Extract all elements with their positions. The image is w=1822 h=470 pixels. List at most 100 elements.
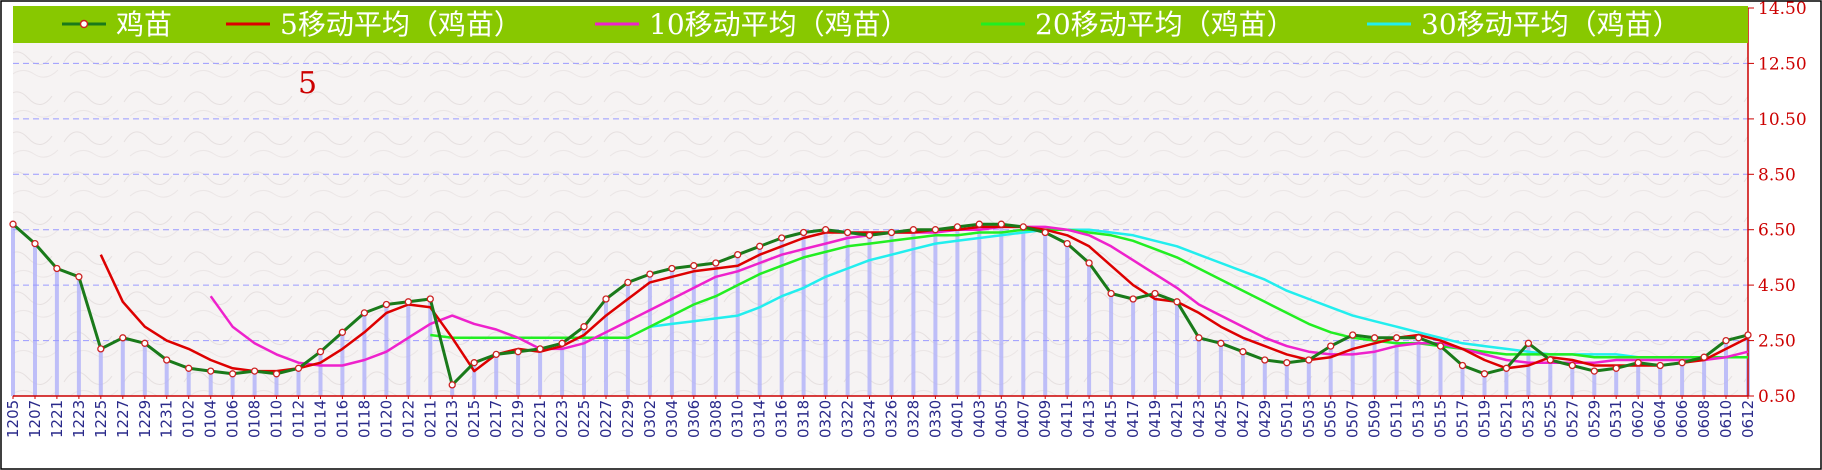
value-bar (713, 263, 718, 396)
value-bar (1548, 360, 1553, 396)
data-point (470, 359, 478, 367)
x-tick-label: 0411 (1058, 400, 1076, 438)
value-bar (450, 384, 455, 396)
data-point (756, 242, 764, 250)
value-bar (560, 343, 565, 396)
data-point (360, 309, 369, 317)
data-point (1678, 359, 1686, 367)
value-bar (296, 368, 301, 396)
x-tick-label: 0320 (817, 400, 835, 438)
value-bar (1570, 365, 1575, 396)
data-point (865, 231, 874, 239)
value-bar (801, 232, 806, 396)
x-tick-label: 0102 (180, 400, 198, 438)
data-point (1546, 356, 1554, 364)
data-point (1195, 334, 1203, 342)
x-tick-label: 0602 (1629, 400, 1647, 438)
data-point (1327, 342, 1335, 350)
y-tick-label: 0.50 (1758, 387, 1796, 407)
data-point (624, 278, 632, 287)
data-point (514, 348, 522, 356)
x-tick-label: 0326 (883, 400, 901, 438)
data-point (9, 220, 17, 228)
data-point (185, 364, 193, 372)
value-bar (1724, 340, 1728, 396)
data-point (426, 295, 434, 303)
value-bar (1306, 360, 1311, 396)
value-bar (1658, 365, 1663, 396)
data-point (1722, 336, 1730, 345)
data-point (1019, 223, 1027, 231)
legend-label: 鸡苗 (116, 8, 172, 41)
value-bar (1460, 365, 1465, 396)
value-bar (142, 343, 147, 396)
data-point (1173, 298, 1181, 306)
value-bar (494, 354, 499, 396)
x-tick-label: 0318 (795, 400, 813, 438)
data-point (1151, 289, 1159, 298)
x-tick-label: 0221 (531, 400, 549, 438)
data-point (141, 339, 149, 347)
value-bar (1636, 362, 1641, 396)
x-tick-label: 0517 (1454, 400, 1472, 438)
value-bar (340, 332, 345, 396)
x-tick-label: 0507 (1344, 400, 1362, 438)
data-point (1261, 356, 1269, 364)
x-tick-label: 0509 (1366, 400, 1384, 438)
y-tick-label: 12.50 (1758, 54, 1807, 74)
value-bar (1504, 368, 1509, 396)
value-bar (1416, 337, 1421, 396)
value-bar (845, 232, 850, 396)
data-point (1283, 359, 1291, 367)
legend-marker (79, 19, 89, 29)
data-point (1458, 361, 1467, 370)
value-bar (1240, 351, 1245, 396)
data-point (97, 345, 105, 353)
x-tick-label: 0227 (597, 400, 615, 438)
x-tick-label: 0403 (970, 400, 988, 438)
value-bar (779, 238, 784, 396)
value-bar (406, 301, 411, 396)
value-bar (1526, 343, 1531, 396)
value-bar (999, 224, 1004, 396)
value-bar (76, 276, 81, 396)
x-tick-label: 0306 (685, 400, 703, 438)
x-tick-label: 1227 (114, 400, 132, 438)
value-bar (1196, 337, 1201, 396)
series-line (209, 225, 1749, 367)
x-tick-label: 0606 (1673, 400, 1691, 438)
value-bar (1614, 368, 1619, 396)
x-tick-label: 0324 (861, 400, 879, 438)
x-tick-label: 0523 (1519, 400, 1537, 438)
x-tick-label: 0610 (1717, 400, 1735, 438)
value-bar (186, 368, 191, 396)
value-bar (1350, 335, 1355, 396)
x-tick-label: 0322 (839, 400, 857, 438)
x-tick-label: 0122 (399, 400, 417, 438)
x-tick-label: 0316 (773, 400, 791, 438)
value-bar (977, 224, 982, 396)
y-tick-label: 10.50 (1758, 110, 1807, 130)
legend: 鸡苗 5移动平均（鸡苗） 10移动平均（鸡苗） 20移动平均（鸡苗） 30移动平均（鸡苗… (13, 6, 1748, 43)
value-bar (1218, 343, 1223, 396)
data-point (31, 239, 39, 248)
x-tick-label: 0527 (1563, 400, 1581, 438)
data-point (1107, 289, 1115, 298)
x-tick-label: 0223 (553, 400, 571, 438)
value-bar (1372, 337, 1377, 396)
data-point (887, 228, 896, 237)
series-line (12, 222, 1749, 387)
y-tick-label: 14.50 (1758, 0, 1807, 19)
x-tick-label: 0531 (1607, 400, 1625, 438)
value-bar (1394, 337, 1399, 396)
value-bar (1702, 357, 1707, 396)
value-bar (428, 299, 433, 396)
data-point (536, 345, 544, 353)
value-bar (735, 254, 740, 396)
x-tick-label: 0612 (1739, 400, 1757, 438)
value-bar (208, 371, 213, 396)
value-bar (647, 274, 652, 396)
data-point (1305, 356, 1313, 364)
data-point (1700, 353, 1708, 361)
y-tick-label: 4.50 (1758, 276, 1796, 296)
